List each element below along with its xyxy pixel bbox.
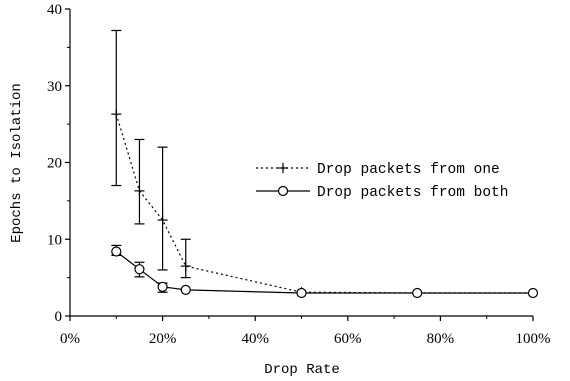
plot-area: 0 10 20 30 40 0% 20% 40% 60% 80% 100% Drop packets …: [47, 2, 551, 347]
y-tick-label: 20: [47, 156, 62, 172]
data-point-both: [527, 287, 539, 299]
data-point-both: [157, 281, 168, 292]
legend-label-both: Drop packets from both: [317, 185, 508, 201]
series-line-both: [115, 251, 533, 294]
data-point-both: [412, 287, 423, 299]
x-axis-label: Drop Rate: [264, 362, 340, 378]
data-point-both: [111, 246, 122, 257]
x-tick-label: 100%: [516, 331, 551, 347]
y-axis-label: Epochs to Isolation: [9, 83, 25, 243]
data-point-both: [134, 264, 145, 275]
series-line-one: [115, 113, 533, 294]
x-tick-label: 0%: [60, 331, 80, 347]
x-tick-label: 80%: [427, 331, 455, 347]
y-tick-label: 30: [47, 79, 62, 95]
y-tick-label: 40: [47, 2, 62, 18]
x-tick-label: 40%: [241, 331, 269, 347]
legend-label-one: Drop packets from one: [317, 162, 500, 178]
y-tick-label: 0: [55, 309, 63, 325]
legend-marker-both: [277, 185, 289, 197]
data-point-both: [180, 284, 191, 296]
x-tick-label: 20%: [149, 331, 177, 347]
x-tick-label: 60%: [334, 331, 362, 347]
y-tick-label: 10: [47, 232, 62, 248]
data-point-both: [296, 287, 307, 299]
